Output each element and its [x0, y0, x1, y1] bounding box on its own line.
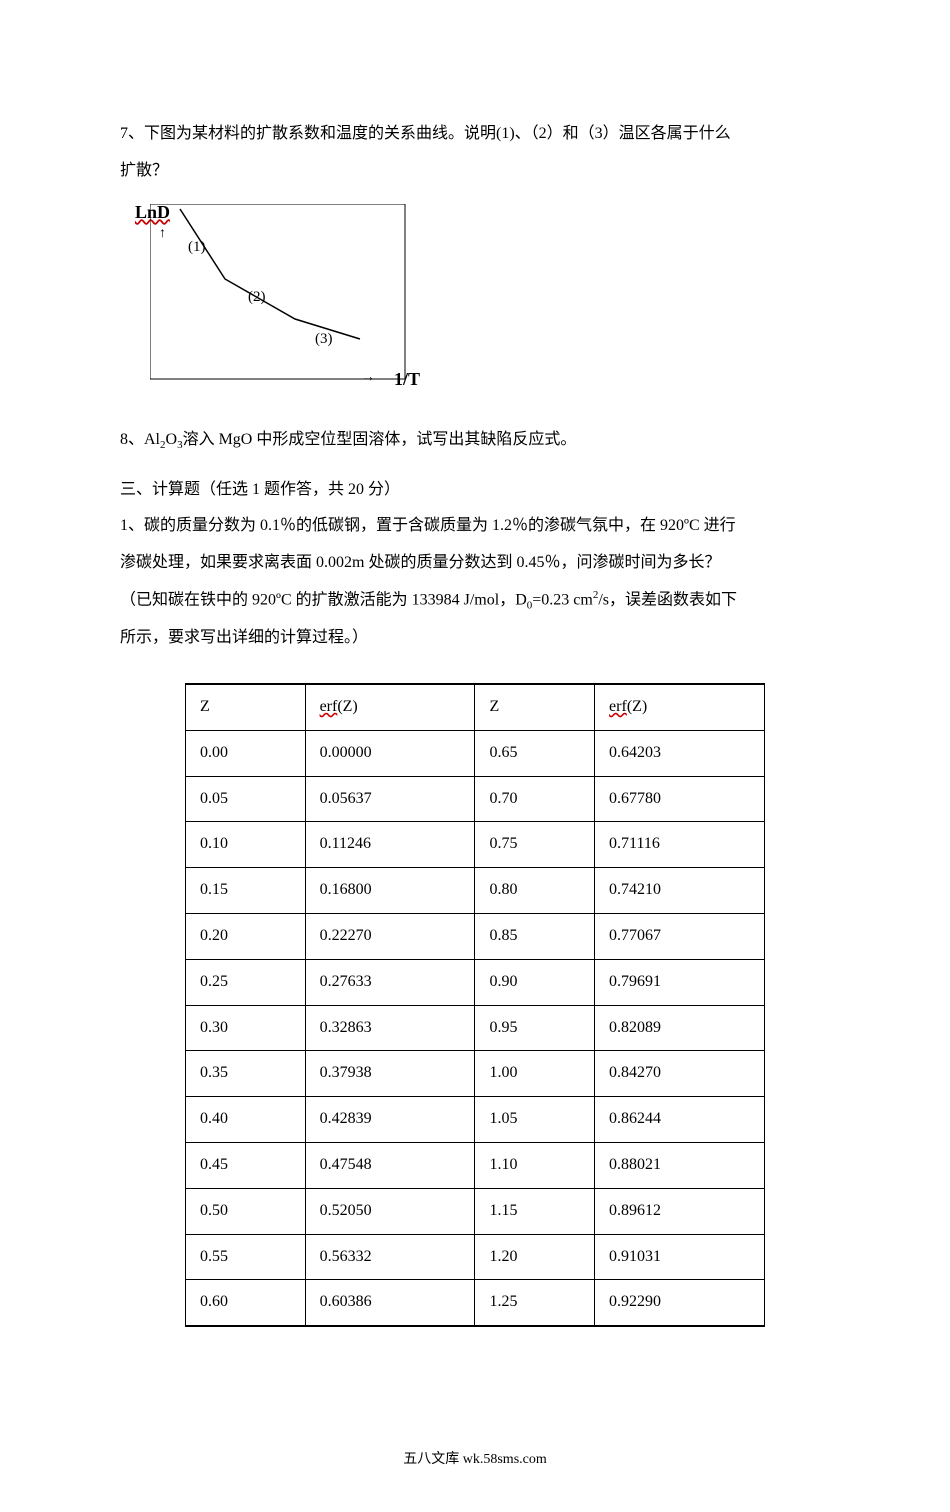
table-cell: 0.60: [186, 1280, 306, 1326]
table-cell: 0.10: [186, 822, 306, 868]
page-footer: 五八文库 wk.58sms.com: [120, 1447, 830, 1472]
table-cell: 0.88021: [595, 1143, 765, 1189]
table-cell: 0.92290: [595, 1280, 765, 1326]
erf-label-2: erf: [609, 698, 627, 715]
table-cell: 0.55: [186, 1234, 306, 1280]
question-7-line2: 扩散？: [120, 157, 830, 186]
erf-label-1: erf: [320, 698, 338, 715]
table-cell: 0.00: [186, 730, 306, 776]
table-cell: 0.22270: [305, 914, 475, 960]
q8-prefix: 8、Al: [120, 431, 160, 448]
table-row: 0.600.603861.250.92290: [186, 1280, 765, 1326]
table-cell: 0.77067: [595, 914, 765, 960]
table-cell: 0.60386: [305, 1280, 475, 1326]
table-cell: 0.64203: [595, 730, 765, 776]
table-row: 0.100.112460.750.71116: [186, 822, 765, 868]
q1-note-prefix: （已知碳在铁中的 920ºC 的扩散激活能为 133984 J/mol，D: [120, 591, 527, 608]
table-cell: 0.45: [186, 1143, 306, 1189]
table-cell: 0.37938: [305, 1051, 475, 1097]
table-cell: 0.82089: [595, 1005, 765, 1051]
table-cell: 0.85: [475, 914, 595, 960]
table-cell: 0.86244: [595, 1097, 765, 1143]
table-row: 0.150.168000.800.74210: [186, 868, 765, 914]
table-row: 0.450.475481.100.88021: [186, 1143, 765, 1189]
table-cell: 0.70: [475, 776, 595, 822]
table-cell: 0.75: [475, 822, 595, 868]
chart-region-2-label: (2): [248, 284, 266, 311]
table-cell: 1.05: [475, 1097, 595, 1143]
diffusion-chart: LnD ↑ (1) (2) (3) → 1/T: [120, 196, 830, 396]
table-cell: 1.15: [475, 1188, 595, 1234]
table-cell: 0.67780: [595, 776, 765, 822]
table-cell: 0.11246: [305, 822, 475, 868]
table-cell: 0.30: [186, 1005, 306, 1051]
q8-suffix: 溶入 MgO 中形成空位型固溶体，试写出其缺陷反应式。: [183, 431, 577, 448]
table-row: 0.300.328630.950.82089: [186, 1005, 765, 1051]
erf-suffix-1: (Z): [337, 698, 357, 715]
table-cell: 0.16800: [305, 868, 475, 914]
q8-mid1: O: [166, 431, 178, 448]
table-cell: 0.25: [186, 959, 306, 1005]
table-cell: 0.05637: [305, 776, 475, 822]
table-cell: 1.00: [475, 1051, 595, 1097]
table-row: 0.350.379381.000.84270: [186, 1051, 765, 1097]
table-row: 0.250.276330.900.79691: [186, 959, 765, 1005]
table-row: 0.200.222700.850.77067: [186, 914, 765, 960]
table-cell: 0.71116: [595, 822, 765, 868]
table-row: 0.550.563321.200.91031: [186, 1234, 765, 1280]
table-cell: 0.89612: [595, 1188, 765, 1234]
chart-region-1-label: (1): [188, 234, 206, 261]
table-cell: 0.00000: [305, 730, 475, 776]
table-row: 0.400.428391.050.86244: [186, 1097, 765, 1143]
table-header-z1: Z: [186, 684, 306, 730]
table-cell: 0.80: [475, 868, 595, 914]
section-3-title: 三、计算题（任选 1 题作答，共 20 分）: [120, 476, 830, 505]
table-cell: 0.05: [186, 776, 306, 822]
table-header-row: Z erf(Z) Z erf(Z): [186, 684, 765, 730]
table-header-erf1: erf(Z): [305, 684, 475, 730]
erf-suffix-2: (Z): [627, 698, 647, 715]
question-1-note-line1: （已知碳在铁中的 920ºC 的扩散激活能为 133984 J/mol，D0=0…: [120, 586, 830, 616]
table-cell: 0.27633: [305, 959, 475, 1005]
table-cell: 0.50: [186, 1188, 306, 1234]
table-cell: 0.56332: [305, 1234, 475, 1280]
chart-svg: [150, 204, 410, 384]
table-header-z2: Z: [475, 684, 595, 730]
table-cell: 0.42839: [305, 1097, 475, 1143]
erf-function-table: Z erf(Z) Z erf(Z) 0.000.000000.650.64203…: [185, 683, 765, 1327]
table-cell: 0.15: [186, 868, 306, 914]
table-header-erf2: erf(Z): [595, 684, 765, 730]
table-cell: 0.32863: [305, 1005, 475, 1051]
question-1-note-line2: 所示，要求写出详细的计算过程。）: [120, 624, 830, 653]
q1-note-mid: =0.23 cm: [532, 591, 593, 608]
table-cell: 1.10: [475, 1143, 595, 1189]
table-cell: 0.95: [475, 1005, 595, 1051]
table-row: 0.500.520501.150.89612: [186, 1188, 765, 1234]
table-cell: 0.74210: [595, 868, 765, 914]
table-cell: 1.20: [475, 1234, 595, 1280]
table-cell: 0.35: [186, 1051, 306, 1097]
erf-table-body: 0.000.000000.650.642030.050.056370.700.6…: [186, 730, 765, 1326]
table-cell: 0.47548: [305, 1143, 475, 1189]
question-1-line1: 1、碳的质量分数为 0.1％的低碳钢，置于含碳质量为 1.2％的渗碳气氛中，在 …: [120, 512, 830, 541]
table-cell: 0.65: [475, 730, 595, 776]
question-1-line2: 渗碳处理，如果要求离表面 0.002m 处碳的质量分数达到 0.45％，问渗碳时…: [120, 549, 830, 578]
table-cell: 0.79691: [595, 959, 765, 1005]
chart-region-3-label: (3): [315, 326, 333, 353]
q1-note-suffix: /s，误差函数表如下: [598, 591, 737, 608]
table-cell: 0.40: [186, 1097, 306, 1143]
table-cell: 1.25: [475, 1280, 595, 1326]
table-row: 0.050.056370.700.67780: [186, 776, 765, 822]
table-cell: 0.84270: [595, 1051, 765, 1097]
question-8: 8、Al2O3溶入 MgO 中形成空位型固溶体，试写出其缺陷反应式。: [120, 426, 830, 456]
chart-box: LnD ↑ (1) (2) (3) → 1/T: [120, 196, 420, 396]
question-7-line1: 7、下图为某材料的扩散系数和温度的关系曲线。说明(1)、（2）和（3）温区各属于…: [120, 120, 830, 149]
table-cell: 0.90: [475, 959, 595, 1005]
chart-arrow-right: →: [361, 365, 375, 390]
table-cell: 0.91031: [595, 1234, 765, 1280]
table-cell: 0.52050: [305, 1188, 475, 1234]
table-cell: 0.20: [186, 914, 306, 960]
chart-x-axis-label: 1/T: [394, 363, 420, 395]
table-row: 0.000.000000.650.64203: [186, 730, 765, 776]
